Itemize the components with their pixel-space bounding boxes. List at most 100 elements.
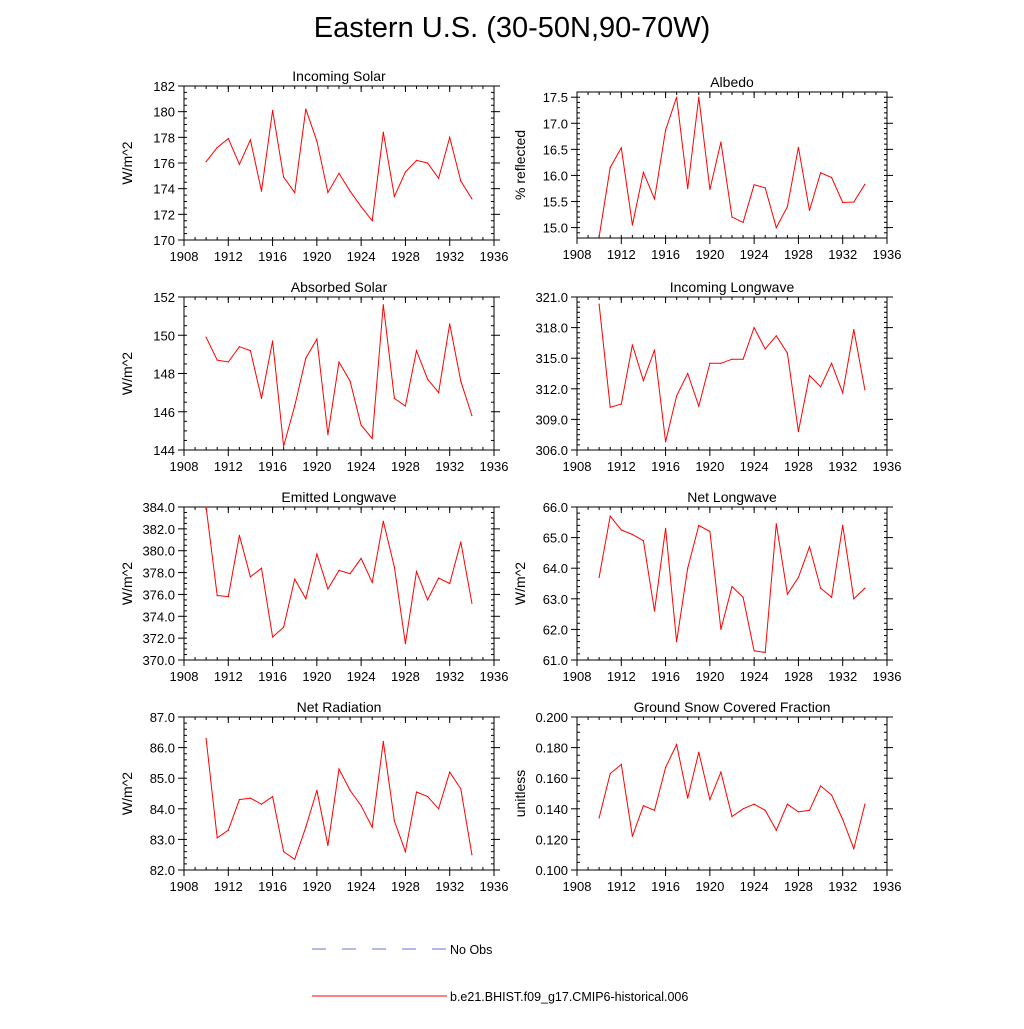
data-point: [227, 829, 229, 831]
x-tick-label: 1932: [435, 669, 464, 684]
x-tick-label: 1908: [170, 249, 199, 264]
data-point: [371, 220, 373, 222]
data-point: [260, 190, 263, 192]
y-tick-label: 172: [153, 207, 175, 222]
data-point: [449, 323, 451, 325]
data-point: [742, 358, 744, 360]
y-axis-label: W/m^2: [119, 141, 135, 184]
y-tick-label: 15.5: [543, 195, 568, 210]
x-tick-label: 1928: [391, 669, 420, 684]
data-point: [742, 808, 744, 810]
data-point: [676, 743, 678, 746]
y-tick-label: 87.0: [150, 710, 175, 725]
data-point: [665, 527, 667, 530]
x-tick-label: 1936: [873, 879, 902, 894]
data-point: [797, 576, 800, 579]
x-tick-label: 1920: [302, 249, 331, 264]
data-point: [249, 139, 251, 141]
data-point: [404, 171, 406, 173]
data-point: [205, 506, 207, 508]
x-tick-label: 1932: [828, 247, 857, 262]
data-point: [642, 540, 645, 542]
x-tick-label: 1928: [391, 879, 420, 894]
data-point: [665, 441, 667, 443]
data-point: [709, 530, 711, 533]
data-point: [676, 96, 678, 98]
data-point: [294, 858, 296, 860]
data-point: [216, 837, 218, 839]
x-tick-label: 1936: [480, 249, 509, 264]
y-tick-label: 63.0: [543, 592, 568, 607]
panel-emitted-longwave: 1908 1912 1916 1920 1924 1928 1932 1936 370.0 372…: [119, 489, 508, 684]
data-point: [393, 397, 395, 399]
x-tick-label: 1932: [828, 669, 857, 684]
data-point: [382, 131, 384, 133]
data-point: [404, 405, 406, 407]
data-point: [294, 405, 296, 407]
data-point: [631, 533, 634, 536]
x-tick-label: 1920: [695, 459, 724, 474]
x-tick-label: 1928: [784, 247, 813, 262]
data-points: [598, 96, 866, 238]
data-point: [338, 569, 340, 572]
x-tick-label: 1908: [170, 669, 199, 684]
series-line: [205, 506, 473, 644]
plot-frame: [183, 716, 495, 871]
y-tick-label: 65.0: [543, 531, 568, 546]
data-point: [764, 651, 766, 654]
data-point: [327, 191, 329, 194]
data-point: [797, 811, 800, 813]
data-point: [449, 136, 451, 138]
data-point: [864, 183, 866, 185]
data-point: [460, 180, 462, 182]
data-point: [238, 799, 240, 801]
x-tick-label: 1916: [258, 669, 287, 684]
data-point: [227, 596, 229, 598]
data-point: [653, 349, 656, 351]
y-tick-label: 150: [153, 328, 175, 343]
y-tick-label: 86.0: [150, 741, 175, 756]
data-point: [598, 236, 600, 238]
data-point: [438, 392, 440, 394]
series-line: [205, 304, 473, 447]
data-point: [393, 820, 395, 822]
data-point: [620, 529, 622, 531]
data-point: [449, 771, 451, 773]
axis-ticks: [178, 506, 500, 666]
data-points: [205, 108, 473, 222]
x-tick-label: 1924: [347, 249, 376, 264]
data-point: [831, 362, 833, 364]
data-point: [631, 835, 634, 837]
data-point: [709, 799, 711, 801]
data-points: [598, 303, 866, 443]
data-point: [808, 809, 811, 811]
data-point: [753, 327, 755, 329]
data-point: [631, 224, 634, 226]
data-point: [404, 851, 406, 853]
data-point: [360, 557, 362, 560]
panel-title: Incoming Longwave: [670, 279, 795, 295]
data-point: [382, 740, 384, 743]
y-tick-label: 0.160: [535, 771, 568, 786]
y-tick-label: 378.0: [142, 566, 175, 581]
data-point: [665, 766, 667, 769]
x-tick-label: 1908: [563, 669, 592, 684]
data-point: [349, 573, 351, 575]
data-point: [371, 826, 373, 828]
data-point: [720, 362, 722, 364]
x-tick-label: 1912: [214, 459, 243, 474]
y-tick-label: 182: [153, 79, 175, 94]
y-tick-label: 61.0: [543, 653, 568, 668]
data-point: [238, 534, 240, 537]
y-axis-label: W/m^2: [119, 352, 135, 395]
y-tick-label: 83.0: [150, 832, 175, 847]
data-point: [831, 176, 833, 179]
y-tick-label: 312.0: [535, 382, 568, 397]
data-point: [797, 146, 800, 148]
data-point: [249, 350, 251, 352]
y-tick-label: 382.0: [142, 522, 175, 537]
x-tick-label: 1912: [607, 879, 636, 894]
x-tick-label: 1920: [695, 879, 724, 894]
axis-ticks: [178, 296, 500, 456]
x-tick-label: 1924: [347, 459, 376, 474]
